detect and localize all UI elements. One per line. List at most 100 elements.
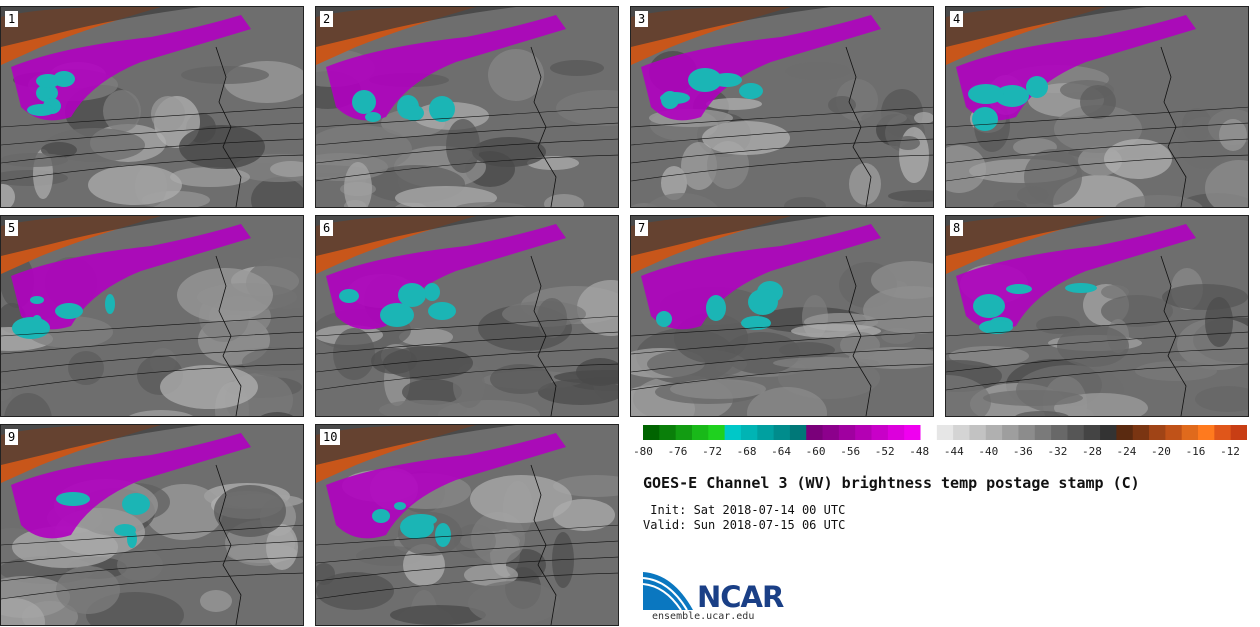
colorbar-swatch: [969, 425, 987, 440]
map-feature: [681, 142, 717, 190]
map-feature: [88, 165, 182, 205]
map-feature: [1, 7, 201, 47]
panel-number: 8: [950, 220, 964, 236]
map-feature: [1, 153, 68, 167]
map-feature: [550, 60, 604, 76]
colorbar-swatch: [1181, 425, 1199, 440]
map-feature: [170, 167, 250, 187]
map-feature: [122, 493, 150, 515]
panel-number: 10: [320, 429, 341, 445]
colorbar-swatch: [643, 425, 660, 440]
map-feature: [888, 190, 933, 202]
map-feature: [1, 122, 303, 146]
map-feature: [706, 98, 762, 110]
colorbar-tick-label: -32: [1047, 445, 1068, 458]
water-vapor-map: [316, 216, 618, 416]
colorbar-swatch: [1132, 425, 1150, 440]
map-feature: [200, 590, 232, 612]
map-feature: [946, 122, 1248, 146]
map-feature: [428, 302, 456, 320]
map-feature: [631, 106, 933, 128]
map-feature: [105, 294, 115, 314]
map-feature: [1160, 46, 1187, 207]
map-feature: [747, 387, 827, 416]
colorbar-tick-label: -52: [874, 445, 895, 458]
colorbar-swatch: [953, 425, 970, 440]
colorbar-swatch: [708, 425, 726, 440]
colorbar-tick-label: -28: [1081, 445, 1102, 458]
colorbar-swatch: [740, 425, 758, 440]
colorbar-swatch: [920, 425, 938, 440]
colorbar-tick-label: -80: [633, 445, 653, 458]
map-feature: [1160, 255, 1187, 416]
map-feature: [316, 572, 618, 600]
map-feature: [1195, 386, 1248, 412]
water-vapor-map: [1, 216, 303, 416]
map-feature: [251, 177, 303, 207]
map-feature: [215, 464, 242, 625]
colorbar-swatch: [1198, 425, 1215, 440]
map-feature: [1, 363, 303, 391]
map-feature: [995, 85, 1029, 107]
map-feature: [828, 96, 856, 114]
map-feature: [1162, 284, 1248, 310]
map-feature: [1, 540, 303, 564]
forecast-panel-9: 9: [0, 424, 304, 626]
map-feature: [379, 400, 467, 416]
map-feature: [1, 216, 201, 256]
map-feature: [552, 532, 574, 588]
colorbar-swatch: [1002, 425, 1019, 440]
water-vapor-map: [1, 425, 303, 625]
panel-number: 2: [320, 11, 334, 27]
map-feature: [1028, 77, 1042, 97]
map-feature: [470, 475, 572, 523]
map-feature: [372, 509, 390, 523]
map-feature: [1101, 285, 1129, 299]
map-feature: [1065, 283, 1097, 293]
forecast-panel-8: 8: [945, 215, 1249, 417]
forecast-panel-7: 7: [630, 215, 934, 417]
map-feature: [741, 316, 771, 330]
map-feature: [537, 298, 567, 338]
map-feature: [151, 96, 185, 132]
map-feature: [12, 317, 50, 339]
map-feature: [333, 328, 375, 380]
map-feature: [845, 255, 872, 416]
colorbar-tick-label: -76: [667, 445, 688, 458]
map-feature: [739, 83, 763, 99]
colorbar-tick-label: -12: [1220, 445, 1240, 458]
panel-number: 5: [5, 220, 19, 236]
map-feature: [706, 295, 726, 321]
map-feature: [380, 303, 414, 327]
map-feature: [424, 283, 440, 301]
map-feature: [344, 162, 372, 207]
colorbar-swatch: [1067, 425, 1085, 440]
map-feature: [453, 364, 485, 408]
map-feature: [946, 216, 1146, 256]
map-feature: [993, 200, 1027, 207]
map-feature: [1, 572, 303, 600]
colorbar-swatch: [904, 425, 922, 440]
panel-number: 4: [950, 11, 964, 27]
panel-number: 7: [635, 220, 649, 236]
map-feature: [641, 15, 881, 121]
map-feature: [1057, 325, 1129, 367]
map-feature: [215, 46, 242, 207]
map-feature: [455, 202, 527, 207]
map-feature: [1205, 160, 1248, 207]
map-feature: [688, 68, 722, 92]
colorbar-swatch: [985, 425, 1003, 440]
colorbar-swatch: [724, 425, 742, 440]
map-feature: [399, 328, 453, 346]
panel-number: 6: [320, 220, 334, 236]
map-feature: [1054, 105, 1142, 153]
colorbar-swatch: [822, 425, 840, 440]
colorbar-tick-label: -68: [736, 445, 757, 458]
map-feature: [1, 347, 303, 373]
map-feature: [56, 492, 90, 506]
map-feature: [656, 311, 672, 327]
water-vapor-map: [631, 7, 933, 207]
map-feature: [179, 125, 265, 169]
map-feature: [11, 224, 251, 330]
colorbar-swatch: [1034, 425, 1052, 440]
